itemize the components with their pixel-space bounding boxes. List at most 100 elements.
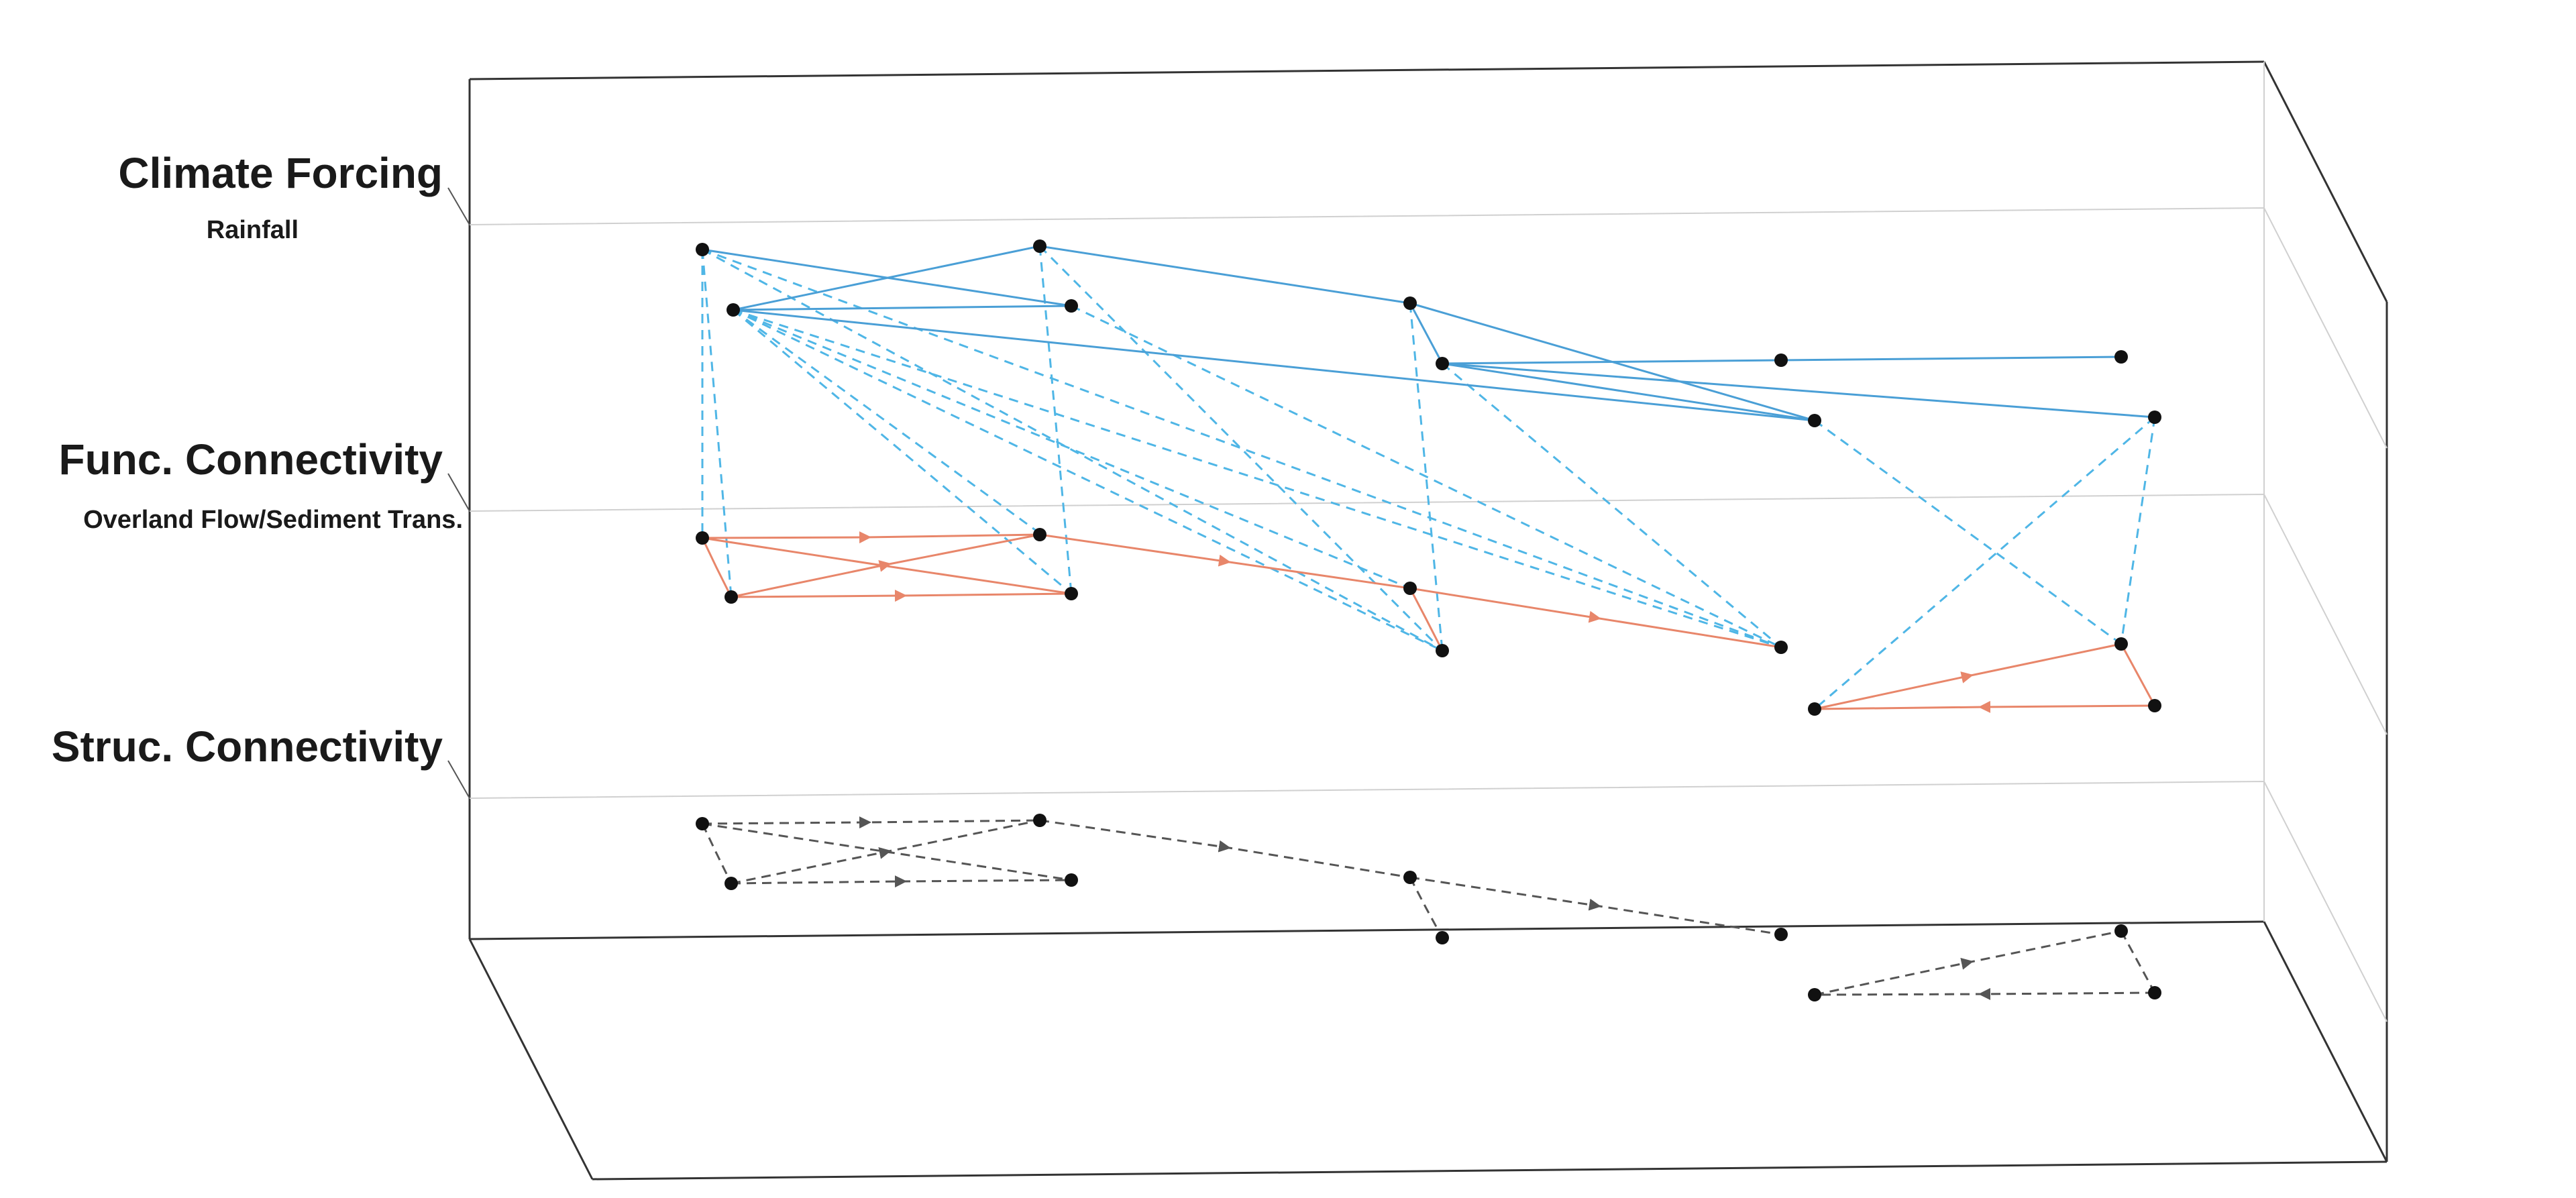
functional-edge <box>2120 643 2156 706</box>
climate-edge <box>1409 303 1444 364</box>
interlayer-link <box>702 248 1782 649</box>
node <box>1033 528 1046 541</box>
interlayer-link <box>733 309 1443 652</box>
node <box>727 303 740 317</box>
functional-edge <box>731 590 1072 602</box>
structural-plane <box>469 780 2387 1022</box>
interlayer-link <box>1071 305 1782 649</box>
functional-edge <box>1814 700 2155 713</box>
structural-edge <box>1039 819 1411 879</box>
functional-edge <box>702 531 1040 544</box>
box-bottom-front-edge <box>469 920 2265 940</box>
structural-edge <box>702 822 1072 881</box>
node <box>724 877 738 890</box>
node <box>1403 296 1417 310</box>
structural-edge <box>2120 930 2156 993</box>
node <box>1808 414 1821 427</box>
interlayer-link <box>702 248 1443 652</box>
node <box>2148 699 2161 712</box>
structural-nodes <box>696 814 2161 1001</box>
node <box>1065 299 1078 313</box>
node <box>1774 641 1788 654</box>
node <box>1403 582 1417 595</box>
climate-edge <box>1442 362 2155 419</box>
title-leaders <box>447 187 470 799</box>
functional-edge <box>731 533 1040 598</box>
functional-nodes <box>696 528 2161 716</box>
functional-layer-title: Func. Connectivity <box>59 435 443 484</box>
box-frame <box>468 60 2388 1181</box>
climate-nodes <box>696 239 2161 427</box>
layer-planes <box>469 62 2387 1022</box>
interlayer-link <box>733 309 1040 535</box>
node <box>2114 924 2128 938</box>
interlayer-link <box>733 309 1072 595</box>
box-front-top-edge <box>469 60 2265 80</box>
functional-edge <box>702 537 1072 595</box>
functional-edge <box>1409 587 1782 649</box>
node <box>2148 411 2161 424</box>
node <box>1436 644 1449 657</box>
structural-edge <box>701 823 733 884</box>
structural-edge <box>1409 877 1444 938</box>
interlayer-link <box>733 309 1411 590</box>
interlayer-link <box>1814 416 2155 710</box>
functional-edge <box>1409 588 1444 651</box>
node <box>1065 587 1078 600</box>
climate-edge <box>1039 245 1411 305</box>
box-back-top-edge <box>2263 61 2388 303</box>
climate-edges <box>702 245 2155 422</box>
box-floor-back-edge <box>592 1160 2387 1181</box>
node <box>724 590 738 604</box>
functional-edge <box>1814 643 2122 710</box>
functional-edge <box>701 537 733 598</box>
functional-edges <box>701 531 2156 713</box>
box-floor-right-edge <box>2263 921 2388 1162</box>
structural-edge <box>1814 987 2155 1000</box>
node <box>1808 702 1821 716</box>
climate-edge <box>1442 359 1782 365</box>
node <box>1033 239 1046 253</box>
node <box>696 531 709 545</box>
interlayer-link <box>733 309 1782 649</box>
interlayer-link <box>1038 246 1073 594</box>
node <box>2114 637 2128 651</box>
climate-edge <box>1442 362 1815 422</box>
node <box>2114 350 2128 364</box>
node <box>1065 873 1078 887</box>
functional-leader <box>447 473 470 512</box>
functional-edge <box>1039 533 1411 590</box>
interlayer-link <box>1038 245 1444 652</box>
node <box>1774 928 1788 941</box>
interlayer-link <box>701 249 733 598</box>
structural-leader <box>447 760 470 799</box>
node <box>1436 931 1449 944</box>
structural-edges <box>701 816 2156 1000</box>
climate-leader <box>447 187 470 225</box>
climate-edge <box>733 245 1040 311</box>
climate-layer-title: Climate Forcing <box>118 149 443 197</box>
interlayer-link <box>2120 417 2156 645</box>
interlayer-link <box>1442 362 1782 649</box>
node <box>1774 353 1788 367</box>
structural-edge <box>702 816 1040 829</box>
node <box>1808 988 1821 1001</box>
structural-edge <box>1814 930 2122 996</box>
structural-edge <box>731 875 1072 888</box>
node <box>2148 986 2161 999</box>
climate-edge <box>1780 356 2122 362</box>
node <box>696 243 709 256</box>
functional-layer-subtitle: Overland Flow/Sediment Trans. <box>83 506 463 534</box>
node <box>1436 357 1449 370</box>
climate-edge <box>733 305 1072 311</box>
interlayer-link <box>1814 419 2122 645</box>
functional-plane <box>469 493 2387 735</box>
node <box>1403 871 1417 884</box>
box-floor-left-edge <box>468 938 594 1180</box>
node <box>1033 814 1046 827</box>
structural-layer-title: Struc. Connectivity <box>52 722 443 771</box>
node <box>696 817 709 830</box>
structural-edge <box>1409 876 1782 936</box>
climate-edge <box>733 309 1815 422</box>
